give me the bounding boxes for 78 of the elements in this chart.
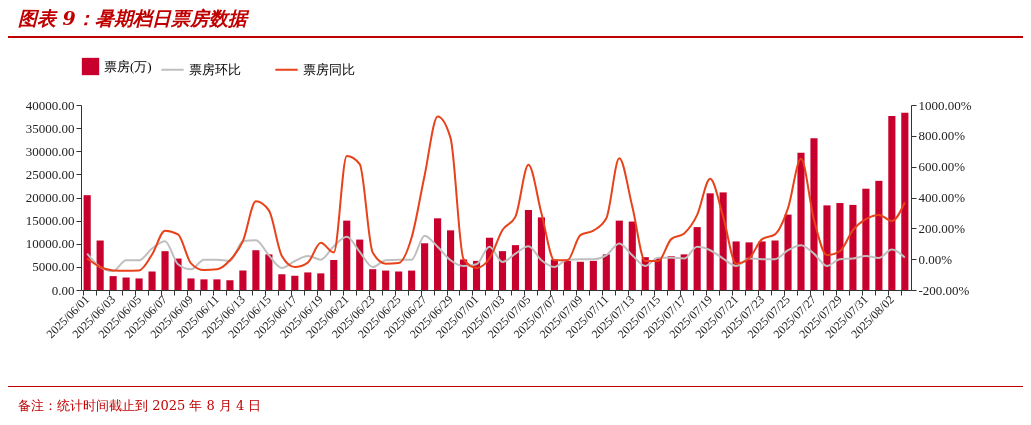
- bar: [161, 251, 169, 290]
- y-tick-label: 40000.00: [25, 97, 75, 113]
- bar: [849, 204, 857, 290]
- y-tick-label: 30000.00: [25, 143, 75, 159]
- bar: [447, 230, 455, 290]
- bar: [615, 220, 623, 290]
- bar: [96, 240, 104, 290]
- y-tick-label: 0.00: [51, 282, 75, 298]
- bar: [797, 152, 805, 290]
- y2-tick-label: 400.00%: [918, 190, 966, 205]
- bar: [83, 195, 91, 290]
- bar: [395, 271, 403, 290]
- bar: [498, 251, 507, 290]
- legend-label: 票房环比: [189, 61, 241, 77]
- y-tick-label: 25000.00: [25, 166, 75, 182]
- bar: [680, 254, 688, 290]
- bar: [174, 258, 182, 290]
- bar: [187, 278, 195, 290]
- bar: [330, 259, 338, 290]
- bar: [576, 261, 584, 290]
- bar: [758, 241, 766, 290]
- bar: [317, 273, 325, 290]
- y2-tick-label: 0.00%: [918, 251, 953, 267]
- y2-tick-label: 200.00%: [918, 220, 966, 236]
- y-tick-label: 20000.00: [25, 190, 75, 205]
- bar: [226, 280, 234, 290]
- bar: [745, 242, 753, 290]
- y2-tick-label: 800.00%: [918, 128, 966, 144]
- bar: [602, 254, 610, 290]
- bar: [563, 260, 571, 290]
- bar: [589, 260, 597, 290]
- bar: [148, 271, 156, 290]
- line-series: [86, 115, 906, 272]
- text: 备注：统计时间截止到 2025 年 8 月 4 日: [18, 397, 262, 415]
- bar: [693, 227, 701, 290]
- bar: [823, 205, 831, 290]
- bar: [667, 256, 675, 290]
- bar: [901, 112, 909, 290]
- bar: [408, 270, 416, 290]
- bar: [771, 240, 779, 290]
- bar: [291, 275, 299, 290]
- legend-label: 票房同比: [303, 61, 355, 77]
- bar: [252, 250, 260, 290]
- bar: [810, 138, 818, 290]
- bar: [135, 278, 143, 290]
- bar: [369, 269, 377, 290]
- bar: [213, 279, 221, 290]
- bar: [343, 220, 351, 290]
- line-series: [86, 234, 906, 273]
- bar: [304, 272, 312, 290]
- bar: [265, 254, 273, 290]
- y-tick-label: 5000.00: [32, 259, 75, 275]
- bar: [862, 188, 870, 290]
- bar: [109, 276, 117, 290]
- bar: [537, 217, 545, 290]
- bar: [382, 270, 390, 290]
- bar: [875, 180, 883, 290]
- bar: [434, 218, 442, 290]
- bar: [200, 279, 208, 290]
- bar: [628, 221, 636, 290]
- bar: [278, 274, 286, 290]
- bar: [784, 214, 792, 290]
- legend-label: 票房(万): [104, 58, 152, 74]
- y-tick-label: 15000.00: [25, 213, 75, 229]
- bar: [888, 116, 896, 290]
- bar: [706, 193, 714, 290]
- bar: [421, 243, 429, 290]
- bar: [836, 203, 844, 290]
- y-tick-label: 35000.00: [25, 120, 75, 136]
- bar: [122, 277, 130, 290]
- y2-tick-label: 1000.00%: [918, 97, 972, 113]
- y2-tick-label: 600.00%: [918, 159, 966, 175]
- y-tick-label: 10000.00: [25, 236, 75, 252]
- y2-tick-label: -200.00%: [918, 282, 970, 298]
- bar: [356, 239, 364, 290]
- bar: [239, 270, 247, 290]
- bar: [511, 245, 520, 290]
- bar: [524, 209, 533, 290]
